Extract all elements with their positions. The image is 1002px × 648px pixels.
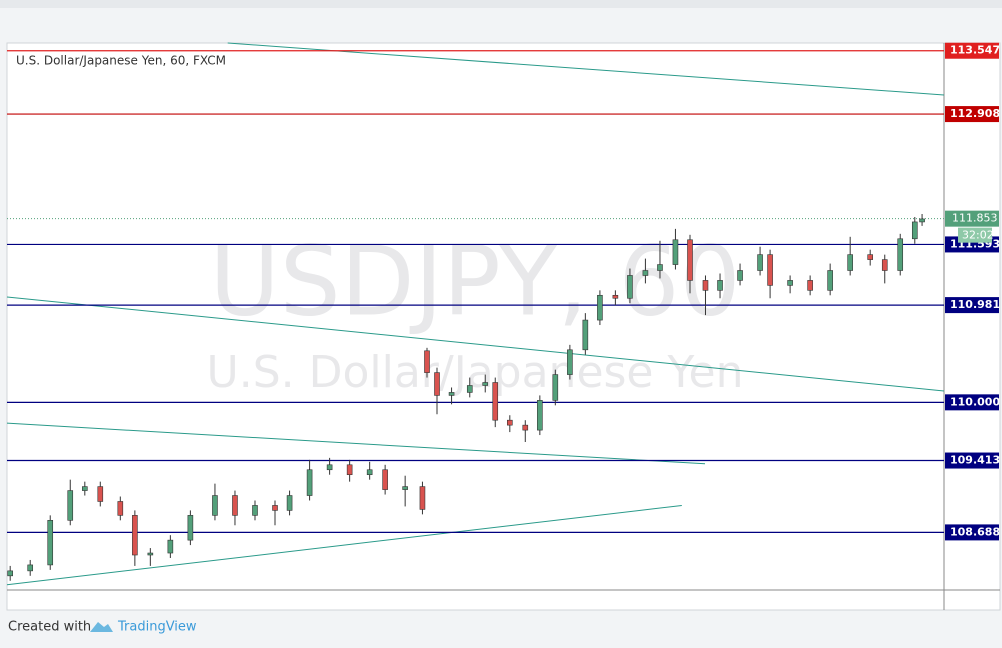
candle-body (911, 221, 918, 240)
candle-body (67, 490, 74, 521)
last-price-badge (945, 210, 999, 227)
candle-body (366, 469, 373, 476)
trend-line (227, 42, 945, 96)
watermark: USDJPY, 60 (209, 225, 740, 337)
candle-body (657, 264, 663, 271)
level-label: 108.688 (950, 525, 1000, 538)
level-badge (945, 452, 999, 469)
candle-body (434, 372, 440, 396)
candle-body (382, 469, 388, 490)
top-bar (0, 0, 1002, 8)
candle-body (537, 400, 543, 431)
marks (6, 42, 945, 586)
candle-body (717, 280, 723, 291)
candle-body (466, 385, 473, 393)
level-badge (945, 42, 999, 59)
candle-body (286, 495, 293, 511)
candle-body (582, 319, 589, 351)
brand-logo (90, 622, 113, 632)
candle-body (306, 469, 313, 496)
candle-body (346, 464, 353, 476)
candle-body (326, 464, 333, 471)
candle-body (482, 382, 489, 386)
candle-body (867, 254, 873, 260)
candle-body (737, 270, 743, 281)
brand-link[interactable]: TradingView (117, 620, 197, 635)
candle-body (117, 501, 124, 516)
candle-body (7, 570, 13, 577)
candle-body (232, 495, 238, 516)
last-price-label: 111.853 (952, 212, 998, 225)
candle-body (787, 280, 793, 286)
candle-body (507, 419, 513, 426)
candle-body (702, 280, 709, 291)
countdown-label: 32:02 (962, 229, 994, 242)
candle-body (767, 254, 773, 286)
level-label: 112.908 (950, 107, 1000, 120)
candle-body (919, 218, 925, 223)
level-label: 110.981 (950, 298, 1000, 311)
candle-body (492, 382, 499, 421)
candle-body (252, 505, 258, 516)
candle-body (897, 238, 904, 271)
candle-body (402, 486, 408, 490)
candle-body (27, 564, 34, 572)
level-badge (945, 394, 999, 411)
candle-body (272, 505, 278, 511)
candle-body (881, 259, 888, 271)
candle-body (212, 495, 218, 516)
level-badge (945, 524, 999, 541)
candle-body (827, 270, 833, 291)
candle-body (424, 350, 430, 373)
level-badge (945, 297, 999, 314)
candle-body (567, 349, 573, 375)
candle-body (552, 374, 559, 401)
candle-body (47, 520, 54, 566)
candle-body (642, 270, 649, 276)
candle-body (419, 486, 426, 510)
candle-body (672, 239, 679, 265)
trend-line (6, 504, 682, 586)
chart-title: U.S. Dollar/Japanese Yen, 60, FXCM (16, 54, 226, 68)
candle-body (448, 392, 455, 396)
level-badge (945, 106, 999, 123)
watermark-subtitle: U.S. Dollar/Japanese Yen (207, 347, 744, 398)
trend-line (6, 296, 945, 392)
candle-body (522, 424, 529, 431)
candle-body (97, 486, 104, 502)
candle-body (82, 486, 88, 491)
candle-body (627, 275, 633, 299)
axes: 113.547112.908111.593110.981110.000109.4… (945, 42, 1000, 541)
trend-line (6, 422, 706, 465)
candle-body (847, 254, 853, 271)
candle-body (187, 515, 194, 541)
level-label: 113.547 (950, 44, 1000, 57)
countdown-badge (958, 227, 992, 243)
candle-body (132, 515, 138, 556)
candle-body (597, 294, 603, 321)
candle-body (757, 254, 763, 271)
candle-body (167, 539, 174, 554)
level-label: 110.000 (950, 395, 1000, 408)
level-label: 109.413 (950, 454, 1000, 467)
candle-body (612, 294, 619, 299)
chart-panel (6, 42, 1001, 611)
candle-body (147, 552, 154, 556)
candle-body (687, 239, 693, 281)
candle-body (807, 280, 813, 291)
footer-text: Created with (8, 620, 91, 635)
